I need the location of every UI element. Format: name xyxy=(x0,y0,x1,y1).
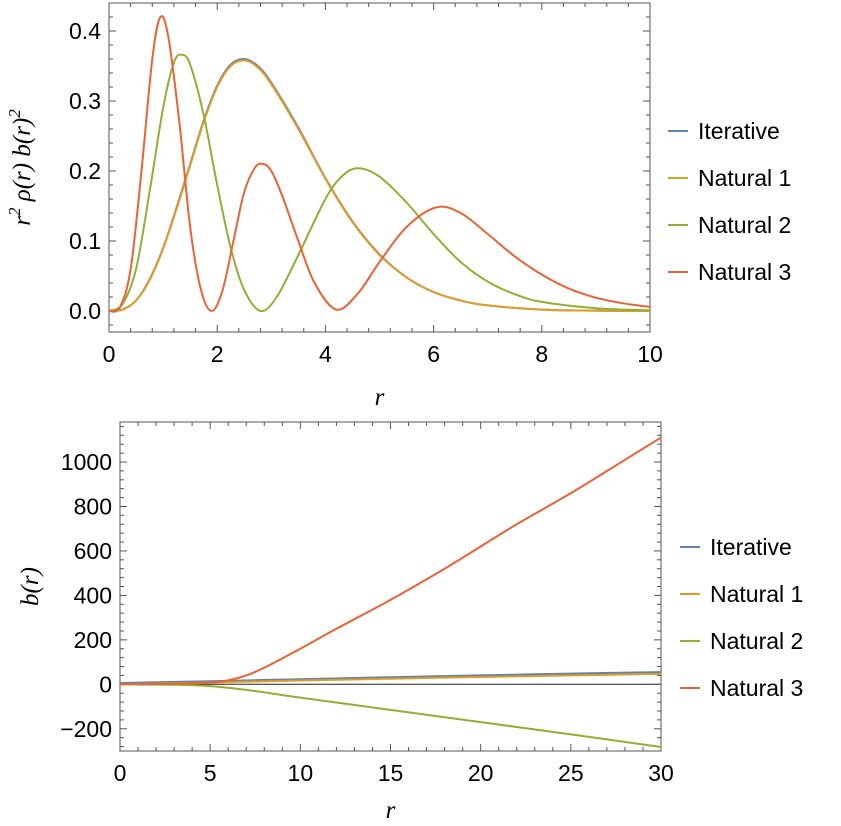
y-axis-label: r2 ρ(r) b(r)2 xyxy=(5,109,36,226)
x-tick-label: 30 xyxy=(648,760,674,786)
y-tick-label: 0.0 xyxy=(69,298,101,324)
y-tick-label: 0.3 xyxy=(69,88,101,114)
legend-label: Natural 3 xyxy=(698,259,791,285)
x-tick-label: 8 xyxy=(535,341,548,367)
series-line-natural-2 xyxy=(108,53,651,313)
y-tick-label: 200 xyxy=(74,627,112,653)
x-tick-label: 15 xyxy=(378,760,404,786)
x-tick-label: 25 xyxy=(558,760,584,786)
plot-frame xyxy=(119,421,662,752)
x-tick-label: 20 xyxy=(468,760,494,786)
x-tick-label: 10 xyxy=(288,760,314,786)
y-tick-label: 0 xyxy=(99,671,112,697)
legend-label: Iterative xyxy=(710,534,792,560)
legend-label: Iterative xyxy=(698,118,780,144)
x-tick-label: 6 xyxy=(427,341,440,367)
y-tick-label: 800 xyxy=(74,493,112,519)
y-tick-label: 600 xyxy=(74,538,112,564)
x-tick-label: 0 xyxy=(103,341,116,367)
series-line-iterative xyxy=(108,57,651,312)
legend-label: Natural 3 xyxy=(710,675,803,701)
y-tick-label: 0.1 xyxy=(69,228,101,254)
series-line-natural-2 xyxy=(119,683,662,748)
series-line-iterative xyxy=(119,671,662,684)
y-tick-label: 0.4 xyxy=(69,18,101,44)
x-tick-label: 4 xyxy=(319,341,332,367)
x-tick-label: 5 xyxy=(204,760,217,786)
y-tick-label: 1000 xyxy=(61,449,112,475)
series-line-natural-3 xyxy=(108,15,651,313)
top-chart: 0 2 4 6 8 10 0.0 0.1 0.2 0.3 0.4 r r2 ρ(r) b(r)2 Iter… xyxy=(5,2,791,411)
y-tick-label: 400 xyxy=(74,582,112,608)
bottom-chart: 0 5 10 15 20 25 30−20002004006008001000rb(r)It… xyxy=(17,421,803,824)
y-tick-label: 0.2 xyxy=(69,158,101,184)
x-tick-label: 2 xyxy=(211,341,224,367)
legend-label: Natural 2 xyxy=(710,628,803,654)
y-axis-label: b(r) xyxy=(17,567,44,606)
x-tick-label: 0 xyxy=(114,760,127,786)
legend-label: Natural 1 xyxy=(710,581,803,607)
series-line-natural-3 xyxy=(119,436,662,686)
x-tick-label: 10 xyxy=(637,341,663,367)
series-line-natural-1 xyxy=(108,59,651,312)
y-tick-label: −200 xyxy=(60,716,112,742)
x-axis-label: r xyxy=(375,384,385,411)
plot-frame xyxy=(108,2,651,333)
x-axis-label: r xyxy=(386,797,396,824)
legend-label: Natural 1 xyxy=(698,165,791,191)
legend-label: Natural 2 xyxy=(698,212,791,238)
